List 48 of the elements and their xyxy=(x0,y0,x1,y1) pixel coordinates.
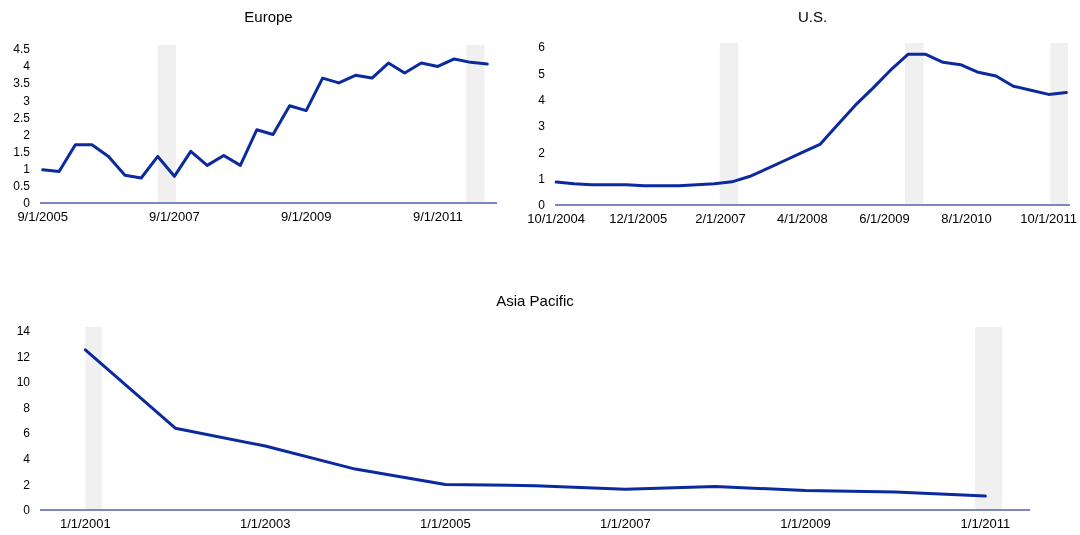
x-tick-label: 2/1/2007 xyxy=(695,211,746,226)
y-tick-label: 4 xyxy=(23,59,31,74)
y-tick-label: 4.5 xyxy=(13,42,31,57)
x-tick-label: 10/1/2011 xyxy=(1020,211,1078,226)
y-tick-label: 2 xyxy=(538,145,546,160)
y-tick-label: 1 xyxy=(23,161,31,176)
x-tick-label: 1/1/2003 xyxy=(239,516,291,531)
chart-title: Europe xyxy=(244,8,293,25)
y-tick-label: 0 xyxy=(23,196,31,211)
y-tick-label: 3 xyxy=(23,93,31,108)
y-tick-label: 2.5 xyxy=(13,110,31,125)
x-tick-label: 10/1/2004 xyxy=(527,211,586,226)
y-tick-label: 3 xyxy=(538,119,546,134)
x-tick-label: 1/1/2005 xyxy=(420,516,471,531)
x-tick-label: 9/1/2005 xyxy=(17,209,69,224)
y-tick-label: 1.5 xyxy=(13,144,31,159)
line-series xyxy=(554,52,1068,188)
x-tick-label: 9/1/2011 xyxy=(413,209,463,224)
x-tick-label: 9/1/2009 xyxy=(280,209,332,224)
line-series xyxy=(41,57,489,180)
y-tick-label: 0.5 xyxy=(13,179,31,194)
x-tick-label: 4/1/2008 xyxy=(777,211,828,226)
x-tick-label: 1/1/2007 xyxy=(600,516,651,531)
x-tick-label: 1/1/2001 xyxy=(60,516,111,531)
y-tick-label: 4 xyxy=(23,452,31,467)
x-tick-label: 1/1/2009 xyxy=(780,516,831,531)
y-tick-label: 10 xyxy=(16,375,31,390)
y-tick-label: 2 xyxy=(23,127,31,142)
y-tick-label: 1 xyxy=(538,171,546,186)
y-tick-label: 4 xyxy=(538,92,546,107)
y-tick-label: 2 xyxy=(23,477,31,492)
y-tick-label: 3.5 xyxy=(13,76,31,91)
y-tick-label: 6 xyxy=(538,40,546,55)
y-tick-label: 5 xyxy=(538,66,546,81)
line-series xyxy=(83,348,987,498)
y-tick-label: 14 xyxy=(16,324,31,339)
x-tick-label: 8/1/2010 xyxy=(941,211,992,226)
x-tick-label: 12/1/2005 xyxy=(609,211,668,226)
chart-title: U.S. xyxy=(797,8,828,25)
chart-title: Asia Pacific xyxy=(496,292,575,309)
y-tick-label: 12 xyxy=(16,349,31,364)
y-tick-label: 8 xyxy=(23,400,31,415)
y-tick-label: 6 xyxy=(23,426,31,441)
x-tick-label: 1/1/2011 xyxy=(960,516,1011,531)
x-tick-label: 9/1/2007 xyxy=(149,209,200,224)
y-tick-label: 0 xyxy=(538,198,546,213)
y-tick-label: 0 xyxy=(23,503,31,518)
x-tick-label: 6/1/2009 xyxy=(859,211,910,226)
